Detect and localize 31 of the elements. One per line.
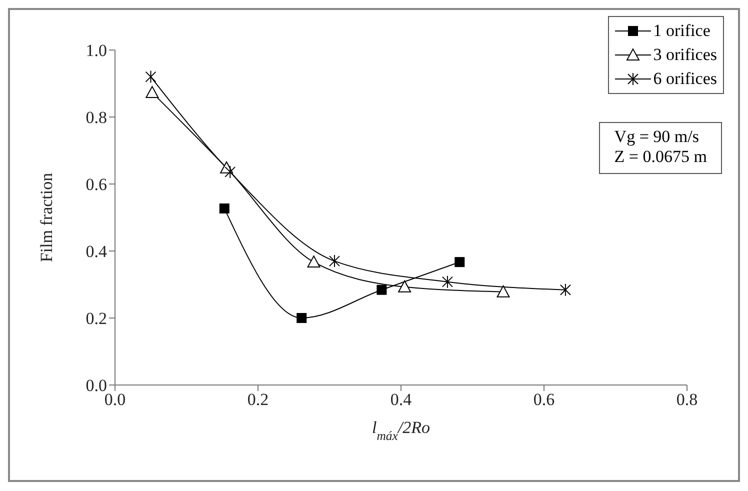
point: [307, 256, 320, 268]
point: [376, 284, 387, 295]
point: [442, 275, 453, 288]
point: [398, 280, 412, 292]
x-tick-label: 0.4: [390, 390, 412, 410]
point: [145, 70, 156, 84]
y-axis-title: Film fraction: [37, 172, 56, 262]
point: [329, 254, 340, 268]
point: [296, 313, 307, 323]
legend-label: 3 orifices: [653, 45, 717, 65]
point: [560, 283, 571, 296]
x-axis-title: l$_{máx}$/2Ro: [372, 418, 430, 443]
y-tick-label: 1.0: [86, 41, 107, 60]
point: [454, 257, 465, 268]
x-tick-label: 0.6: [533, 390, 555, 410]
annotation: Z = 0.0675 m: [614, 147, 707, 167]
x-tick-label: 0.2: [247, 390, 269, 410]
point: [496, 285, 510, 298]
y-tick-label: 0.0: [86, 376, 107, 396]
point: [146, 86, 159, 98]
y-tick-label: 0.4: [86, 242, 108, 262]
x-tick-label: 0.0: [104, 390, 126, 410]
y-tick-label: 0.8: [86, 108, 107, 128]
y-tick-label: 0.6: [86, 175, 107, 194]
y-tick-label: 0.2: [86, 309, 107, 328]
point: [219, 203, 230, 214]
legend-label: 6 orifices: [653, 69, 717, 89]
legend-label: 1 orifice: [653, 21, 710, 41]
point: [224, 165, 236, 178]
x-tick-label: 0.8: [676, 390, 698, 410]
annotation: Vg = 90 m/s: [614, 127, 700, 147]
